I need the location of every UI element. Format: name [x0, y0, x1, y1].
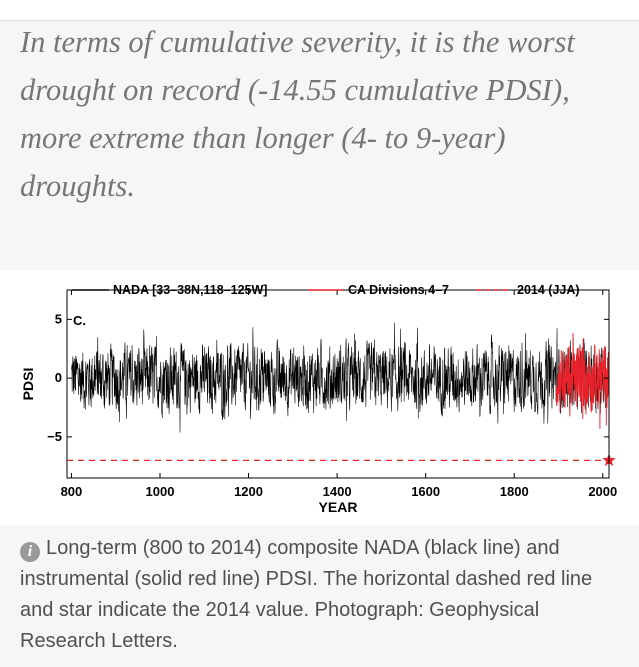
caption-text: Long-term (800 to 2014) composite NADA (…: [20, 537, 593, 652]
legend-label: CA Divisions 4–7: [348, 283, 449, 297]
figure-image: 800 1000 1200 1400 1600 1800 2000 5 0 −5 YEAR PDSI C…: [0, 270, 639, 525]
legend-label: 2014 (JJA): [517, 283, 580, 297]
figure-caption: i Long-term (800 to 2014) composite NADA …: [20, 533, 625, 657]
pull-quote: In terms of cumulative severity, it is t…: [20, 25, 575, 203]
x-tick-label: 800: [61, 484, 83, 499]
x-tick-label: 1800: [500, 484, 529, 499]
pdsi-chart: 800 1000 1200 1400 1600 1800 2000 5 0 −5 YEAR PDSI C…: [20, 283, 617, 515]
x-tick-label: 1400: [323, 484, 352, 499]
info-icon: i: [20, 542, 40, 562]
top-bar: [0, 0, 639, 21]
x-axis-label: YEAR: [319, 499, 358, 515]
y-tick-label: −5: [47, 429, 62, 444]
x-tick-label: 1600: [411, 484, 440, 499]
panel-label: C.: [73, 313, 86, 328]
y-axis-label: PDSI: [20, 368, 36, 401]
x-tick-label: 1000: [146, 484, 175, 499]
legend-label: NADA [33–38N,118–125W]: [113, 283, 267, 297]
x-tick-label: 1200: [234, 484, 263, 499]
y-tick-label: 5: [55, 311, 62, 326]
series-line-nada: [71, 322, 606, 433]
series-line-ca-divisions: [555, 332, 610, 429]
y-tick-label: 0: [55, 370, 62, 385]
x-tick-label: 2000: [588, 484, 617, 499]
